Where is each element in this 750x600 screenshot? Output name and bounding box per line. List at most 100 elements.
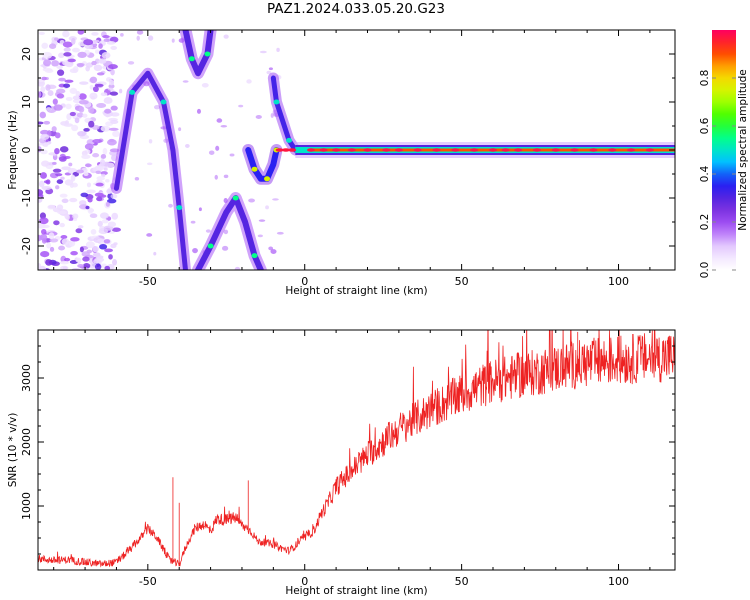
carrier-dot <box>332 148 341 152</box>
noise-blob <box>112 258 118 266</box>
carrier-dot <box>394 148 403 152</box>
noise-blob <box>96 196 103 202</box>
noise-blob <box>52 168 62 173</box>
noise-blob <box>87 207 94 214</box>
noise-blob <box>70 237 80 242</box>
noise-blob <box>96 72 105 76</box>
y-tick-label: 3000 <box>20 364 33 392</box>
noise-blob <box>56 93 65 99</box>
colorbar-tick-label: 0.6 <box>699 117 711 134</box>
noise-blob <box>67 58 76 63</box>
noise-blob <box>94 192 104 197</box>
noise-blob <box>39 265 47 270</box>
noise-blob <box>198 207 202 212</box>
noise-blob <box>38 222 46 229</box>
colorbar-tick-label: 0.8 <box>699 70 711 87</box>
noise-blob <box>266 70 272 75</box>
x-tick-label: -50 <box>139 275 157 288</box>
noise-blob <box>74 117 80 124</box>
y-tick-label: 20 <box>20 47 33 61</box>
noise-blob <box>54 132 61 139</box>
noise-blob <box>56 65 63 70</box>
carrier-dot <box>501 148 510 152</box>
x-tick-label: 0 <box>301 575 308 588</box>
noise-blob <box>45 259 53 266</box>
noise-blob <box>103 239 111 244</box>
noise-blob <box>70 174 76 182</box>
spectrogram-axes: -50 0 50 100 -20 -10 0 10 20 Height of straight l… <box>7 29 676 297</box>
noise-blob <box>59 260 69 265</box>
noise-blob <box>221 245 229 251</box>
noise-blob <box>61 166 71 171</box>
noise-blob <box>91 31 99 36</box>
noise-blob <box>81 154 91 160</box>
noise-scatter <box>38 30 284 270</box>
noise-blob <box>92 86 99 93</box>
noise-blob <box>82 113 88 118</box>
noise-blob <box>146 162 153 166</box>
noise-blob <box>69 87 78 95</box>
noise-blob <box>60 234 68 239</box>
carrier-dot <box>363 148 372 152</box>
noise-blob <box>42 51 53 59</box>
noise-blob <box>98 43 103 49</box>
noise-blob <box>90 229 97 235</box>
noise-blob <box>57 210 67 215</box>
noise-blob <box>71 47 81 53</box>
noise-blob <box>45 179 51 185</box>
noise-blob <box>220 124 228 128</box>
noise-blob <box>87 197 93 203</box>
noise-blob <box>64 213 69 219</box>
noise-blob <box>84 143 94 150</box>
noise-blob <box>65 96 73 101</box>
noise-blob <box>99 159 106 167</box>
carrier-dot <box>307 148 315 152</box>
noise-blob <box>257 234 263 238</box>
noise-blob <box>146 233 153 237</box>
noise-blob <box>95 182 104 187</box>
noise-blob <box>112 130 120 138</box>
noise-blob <box>92 139 103 144</box>
noise-blob <box>41 238 47 244</box>
y-tick-label: -20 <box>20 237 33 255</box>
noise-blob <box>49 43 57 49</box>
noise-blob <box>94 49 100 54</box>
noise-blob <box>89 92 98 100</box>
noise-blob <box>51 60 60 67</box>
noise-blob <box>59 222 65 228</box>
noise-blob <box>55 185 60 190</box>
lower-loop-peak <box>232 195 239 201</box>
x-tick-label: 50 <box>455 575 469 588</box>
noise-blob <box>168 203 173 208</box>
noise-blob <box>276 231 284 235</box>
noise-blob <box>85 62 94 68</box>
noise-blob <box>83 127 90 132</box>
noise-blob <box>40 86 46 93</box>
carrier-dot <box>347 148 356 152</box>
noise-blob <box>69 68 78 73</box>
noise-blob <box>58 245 66 251</box>
noise-blob <box>56 88 66 94</box>
noise-blob <box>136 30 144 35</box>
noise-blob <box>101 219 109 224</box>
noise-blob <box>178 127 182 132</box>
noise-blob <box>92 167 102 172</box>
noise-blob <box>107 198 117 204</box>
dispersive-track-left-peak <box>129 89 136 95</box>
noise-blob <box>71 124 79 132</box>
noise-blob <box>108 64 118 70</box>
upper-loop <box>179 30 217 80</box>
noise-blob <box>208 150 215 155</box>
noise-blob <box>62 41 73 48</box>
noise-blob <box>99 243 108 250</box>
noise-blob <box>272 198 279 201</box>
y-tick-label: -10 <box>20 189 33 207</box>
noise-blob <box>111 227 121 232</box>
noise-blob <box>171 38 175 43</box>
noise-blob <box>77 225 84 229</box>
noise-blob <box>110 45 118 50</box>
noise-blob <box>69 111 76 117</box>
noise-blob <box>192 247 198 254</box>
noise-blob <box>148 139 153 144</box>
noise-blob <box>185 143 190 148</box>
